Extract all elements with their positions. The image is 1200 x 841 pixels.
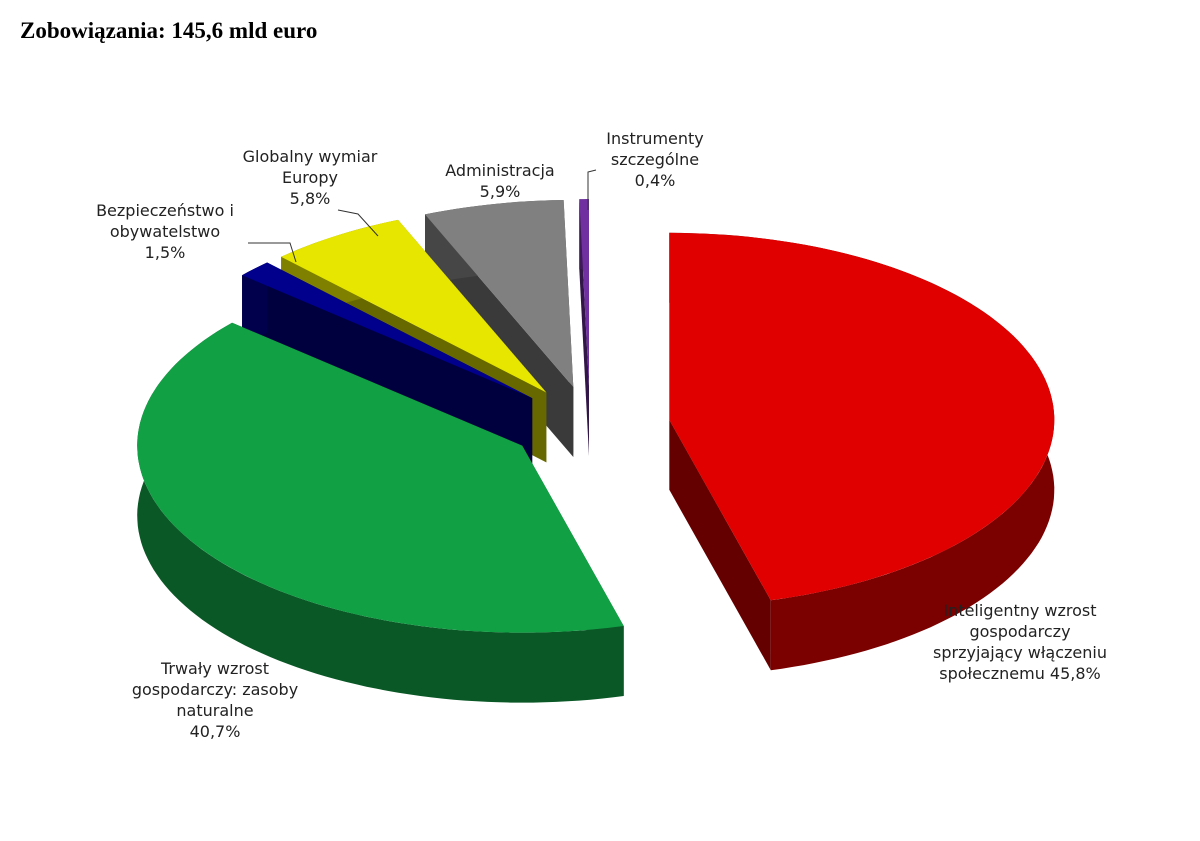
leader-line [337, 209, 379, 237]
slice-label: Administracja 5,9% [420, 160, 580, 202]
leader-line [587, 169, 597, 210]
value-label: 5,9% [479, 182, 521, 201]
slice-top [242, 262, 533, 399]
slice-top [137, 322, 624, 633]
slice-side [137, 322, 624, 703]
slice-label: Instrumenty szczególne 0,4% [585, 128, 725, 191]
slice-label: Trwały wzrost gospodarczy: zasoby natura… [110, 658, 320, 742]
category-label: Trwały wzrost gospodarczy: zasoby natura… [131, 659, 299, 720]
slice-label: Bezpieczeństwo i obywatelstwo 1,5% [80, 200, 250, 263]
slice-top [579, 199, 589, 387]
category-label: Inteligentny wzrost gospodarczy sprzyjaj… [933, 601, 1107, 683]
value-label: 40,7% [189, 722, 241, 741]
slice [137, 322, 624, 703]
category-label: Bezpieczeństwo i obywatelstwo [96, 201, 234, 241]
category-label: Administracja [445, 161, 555, 180]
leader-line [248, 242, 297, 263]
category-label: Instrumenty szczególne [606, 129, 704, 169]
slice-side [242, 262, 268, 346]
slice-side [267, 262, 533, 469]
value-label: 1,5% [144, 243, 186, 262]
slice-label: Inteligentny wzrost gospodarczy sprzyjaj… [930, 600, 1110, 684]
value-label: 5,8% [289, 189, 331, 208]
category-label: Globalny wymiar Europy [242, 147, 378, 187]
slice-label: Globalny wymiar Europy 5,8% [235, 146, 385, 209]
slice [669, 232, 1055, 671]
slice-top [669, 232, 1055, 601]
slice-side [669, 419, 771, 671]
slice-top [281, 219, 547, 393]
pie [137, 199, 1055, 703]
leader-lines [248, 169, 597, 263]
slice-top [424, 200, 574, 387]
value-label: 45,8% [1049, 664, 1101, 683]
slice [579, 199, 589, 457]
value-label: 0,4% [634, 171, 676, 190]
chart-title: Zobowiązania: 145,6 mld euro [20, 18, 318, 43]
